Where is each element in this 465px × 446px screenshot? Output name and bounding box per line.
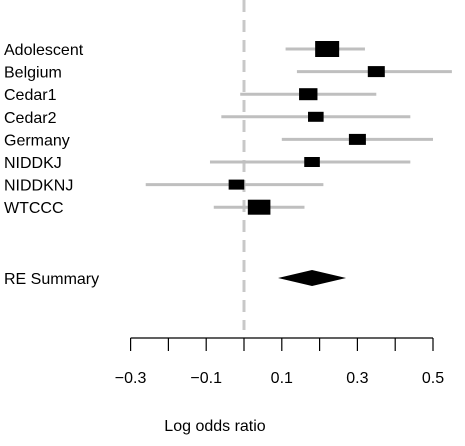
study-label: NIDDKNJ — [4, 178, 73, 195]
summary-row: RE Summary — [4, 270, 347, 288]
x-axis: −0.3 −0.1 0.1 0.3 0.5 — [115, 337, 444, 387]
estimate-box — [247, 199, 271, 215]
tick-label: 0.5 — [422, 370, 444, 387]
study-row-wtccc: WTCCC — [4, 199, 305, 217]
study-row-cedar2: Cedar2 — [4, 110, 411, 127]
summary-label: RE Summary — [4, 271, 99, 288]
study-row-niddkj: NIDDKJ — [4, 155, 411, 172]
study-label: Germany — [4, 132, 70, 149]
summary-diamond — [278, 270, 347, 286]
estimate-box — [228, 179, 245, 190]
estimate-box — [308, 111, 324, 122]
x-axis-title: Log odds ratio — [164, 418, 266, 435]
study-row-belgium: Belgium — [4, 65, 452, 82]
tick-label: 0.3 — [346, 370, 368, 387]
estimate-box — [348, 133, 366, 145]
tick-label: −0.1 — [190, 370, 222, 387]
study-label: Cedar1 — [4, 87, 57, 104]
study-rows: Adolescent Belgium Cedar1 Cedar2 Germany NIDD… — [4, 41, 452, 217]
estimate-box — [299, 88, 318, 101]
study-label: Belgium — [4, 65, 62, 82]
study-row-germany: Germany — [4, 132, 433, 149]
study-label: Cedar2 — [4, 110, 57, 127]
study-label: WTCCC — [4, 200, 64, 217]
study-row-cedar1: Cedar1 — [4, 87, 377, 104]
estimate-box — [315, 41, 340, 57]
estimate-box — [304, 157, 320, 167]
tick-label: 0.1 — [271, 370, 293, 387]
study-label: NIDDKJ — [4, 155, 62, 172]
study-label: Adolescent — [4, 42, 84, 59]
tick-label: −0.3 — [115, 370, 147, 387]
study-row-niddknj: NIDDKNJ — [4, 178, 324, 195]
study-row-adolescent: Adolescent — [4, 41, 365, 59]
estimate-box — [367, 66, 385, 78]
